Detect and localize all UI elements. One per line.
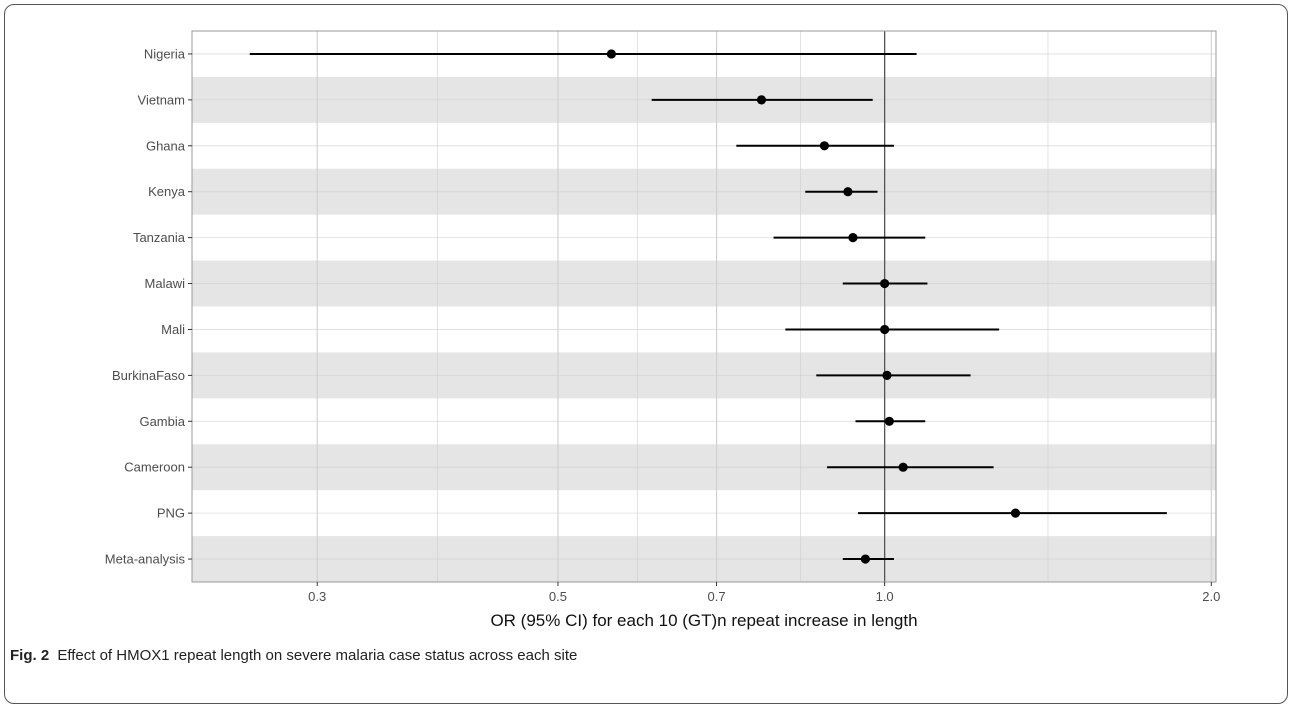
or-point <box>882 370 892 380</box>
x-tick-label: 0.7 <box>708 589 726 604</box>
or-point <box>898 462 908 472</box>
caption-text: Effect of HMOX1 repeat length on severe … <box>57 647 578 664</box>
or-point <box>848 233 858 243</box>
forest-plot: Nigeria Vietnam Ghana Kenya Tanzania Malawi Ma… <box>105 30 1220 630</box>
y-tick-label: Nigeria <box>144 46 186 61</box>
x-tick-label: 0.3 <box>308 589 326 604</box>
or-point <box>860 554 871 564</box>
y-tick-labels: Nigeria Vietnam Ghana Kenya Tanzania Malawi Ma… <box>105 46 192 567</box>
or-point <box>884 416 894 426</box>
y-tick-label: BurkinaFaso <box>112 368 185 383</box>
or-point <box>606 49 616 59</box>
x-tick-labels: 0.3 0.5 0.7 1.0 2.0 <box>308 582 1220 604</box>
x-tick-label: 0.5 <box>549 589 567 604</box>
y-tick-label: Malawi <box>145 276 186 291</box>
or-point <box>1010 508 1021 518</box>
or-point <box>880 324 890 335</box>
y-tick-label: PNG <box>157 506 185 521</box>
y-tick-label: Tanzania <box>133 230 186 245</box>
y-tick-label: Vietnam <box>138 92 185 107</box>
or-point <box>756 95 767 105</box>
y-tick-label: Mali <box>161 322 185 337</box>
or-point <box>843 187 853 197</box>
x-tick-label: 2.0 <box>1202 589 1220 604</box>
y-tick-label: Meta-analysis <box>105 552 186 567</box>
y-tick-label: Gambia <box>139 414 185 429</box>
or-point <box>880 278 890 289</box>
y-tick-label: Cameroon <box>124 460 185 475</box>
or-point <box>819 141 829 151</box>
plot-border <box>191 30 1217 583</box>
x-tick-label: 1.0 <box>876 589 894 604</box>
caption-label: Fig. 2 <box>10 647 50 664</box>
or-points <box>606 49 1021 564</box>
y-tick-label: Kenya <box>148 184 186 199</box>
x-axis-label: OR (95% CI) for each 10 (GT)n repeat inc… <box>490 611 917 630</box>
y-tick-label: Ghana <box>146 138 186 153</box>
figure-caption: Fig. 2 Effect of HMOX1 repeat length on … <box>10 647 577 664</box>
